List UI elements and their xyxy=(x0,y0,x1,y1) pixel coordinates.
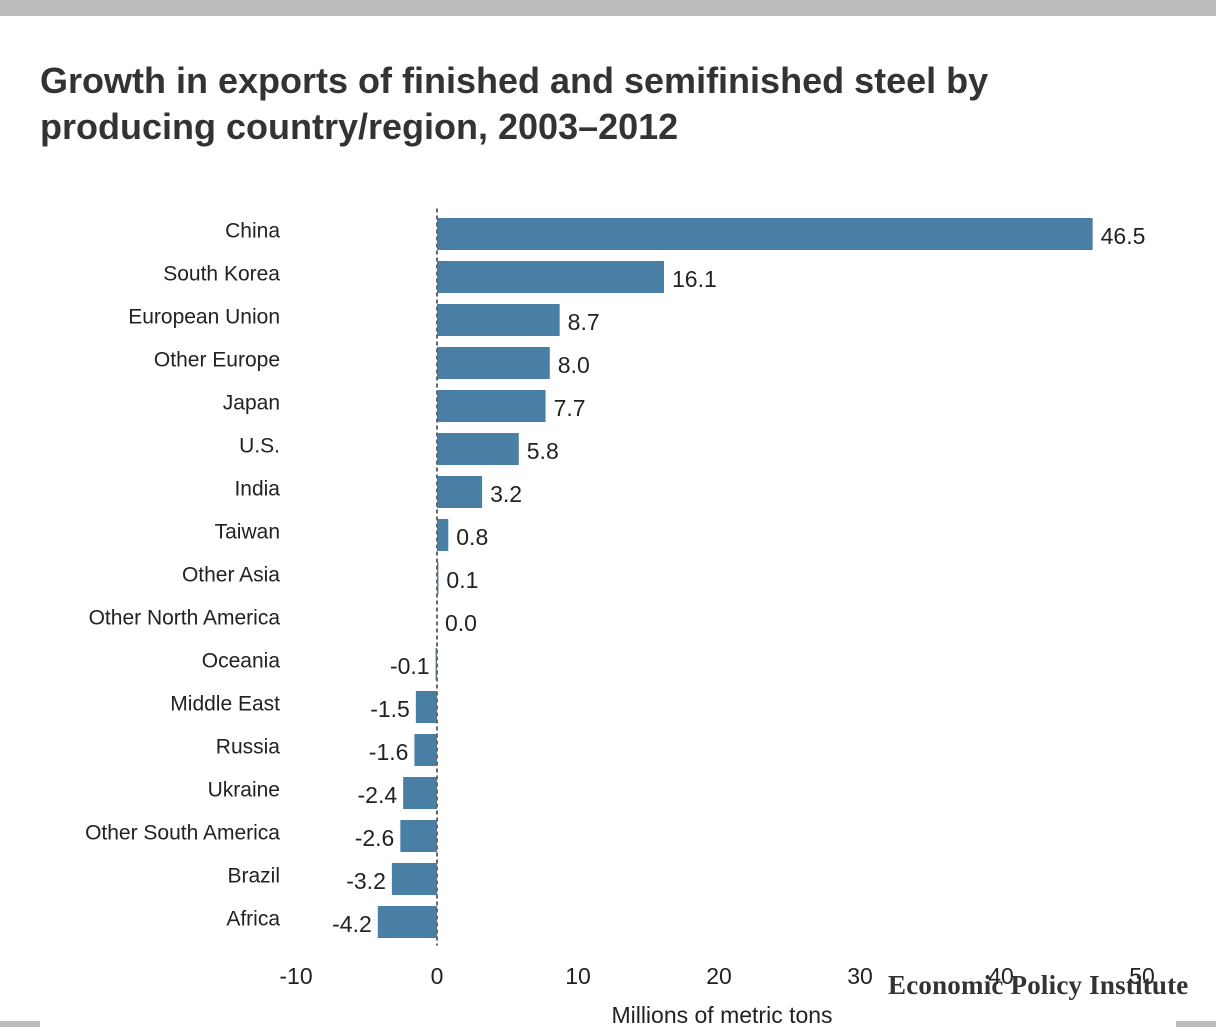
value-label: 8.7 xyxy=(568,309,600,335)
bar xyxy=(414,734,437,766)
bar xyxy=(437,476,483,508)
bar xyxy=(437,433,519,465)
bar xyxy=(437,562,439,594)
x-tick-label: 40 xyxy=(988,963,1014,989)
value-label: 16.1 xyxy=(672,266,717,292)
x-tick-label: -10 xyxy=(279,963,312,989)
category-label: U.S. xyxy=(239,435,280,458)
bar xyxy=(391,863,437,895)
bar xyxy=(437,347,550,379)
x-tick-label: 0 xyxy=(431,963,444,989)
category-label: Russia xyxy=(216,736,281,759)
x-tick-label: 20 xyxy=(706,963,732,989)
value-label: -0.1 xyxy=(390,653,430,679)
x-tick-label: 10 xyxy=(565,963,591,989)
category-label: India xyxy=(234,478,280,501)
value-label: 7.7 xyxy=(554,395,586,421)
value-label: -2.4 xyxy=(358,782,398,808)
bar xyxy=(377,906,437,938)
bar xyxy=(437,519,449,551)
category-label: Other North America xyxy=(89,607,281,630)
value-label: -1.6 xyxy=(369,739,409,765)
category-label: European Union xyxy=(128,306,280,329)
category-label: Other Europe xyxy=(154,349,280,372)
chart-title: Growth in exports of finished and semifi… xyxy=(40,60,989,147)
x-tick-label: 50 xyxy=(1129,963,1155,989)
value-label: 0.0 xyxy=(445,610,477,636)
bar xyxy=(403,777,437,809)
category-label: China xyxy=(225,220,280,243)
value-label: -1.5 xyxy=(370,696,410,722)
bar xyxy=(415,691,437,723)
value-label: 8.0 xyxy=(558,352,590,378)
value-label: 0.1 xyxy=(446,567,478,593)
x-axis-title: Millions of metric tons xyxy=(611,1002,832,1027)
value-label: 46.5 xyxy=(1101,223,1146,249)
bar xyxy=(437,390,546,422)
top-accent-bar xyxy=(0,0,1216,16)
category-label: South Korea xyxy=(163,263,280,286)
category-label: Other Asia xyxy=(182,564,280,587)
source-brand: Economic Policy Institute xyxy=(888,970,1189,1000)
value-label: 0.8 xyxy=(456,524,488,550)
category-label: Africa xyxy=(226,908,280,931)
value-label: -4.2 xyxy=(332,911,372,937)
category-label: Other South America xyxy=(85,822,280,845)
category-label: Ukraine xyxy=(208,779,280,802)
category-label: Oceania xyxy=(202,650,281,673)
category-label: Taiwan xyxy=(215,521,280,544)
x-tick-label: 30 xyxy=(847,963,873,989)
bar xyxy=(437,218,1093,250)
bar xyxy=(400,820,437,852)
value-label: -3.2 xyxy=(346,868,386,894)
category-label: Japan xyxy=(223,392,280,415)
category-label: Middle East xyxy=(170,693,280,716)
bar xyxy=(437,304,560,336)
value-label: 3.2 xyxy=(490,481,522,507)
bottom-left-accent xyxy=(0,1021,40,1027)
bottom-right-accent xyxy=(1176,1021,1216,1027)
value-label: -2.6 xyxy=(355,825,395,851)
bar xyxy=(437,261,665,293)
value-label: 5.8 xyxy=(527,438,559,464)
category-label: Brazil xyxy=(227,865,280,888)
